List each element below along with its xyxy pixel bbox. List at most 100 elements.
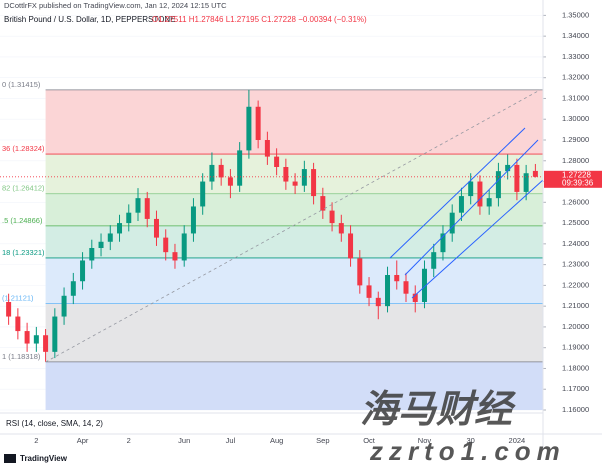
candle-body — [274, 156, 280, 167]
x-tick-label: Nov — [418, 436, 432, 445]
y-tick-label: 1.16000 — [562, 405, 589, 414]
y-tick-label: 1.34000 — [562, 31, 589, 40]
candle-body — [70, 281, 76, 296]
channel-line — [411, 179, 544, 299]
y-tick-label: 1.22000 — [562, 280, 589, 289]
candle-body — [311, 169, 317, 197]
x-tick-label: 2 — [34, 436, 38, 445]
y-tick-label: 1.23000 — [562, 260, 589, 269]
x-tick-label: Sep — [316, 436, 329, 445]
watermark-url: zzrto1.com — [369, 436, 566, 466]
candle-body — [181, 233, 187, 261]
y-tick-label: 1.28000 — [562, 156, 589, 165]
y-tick-label: 1.17000 — [562, 384, 589, 393]
symbol: British Pound / U.S. Dollar, 1D, PEPPERS… — [4, 15, 175, 24]
fib-band — [45, 193, 543, 226]
candle-body — [80, 260, 86, 282]
y-tick-label: 1.18000 — [562, 363, 589, 372]
candle-body — [163, 237, 169, 253]
fib-band — [45, 154, 543, 194]
candle-body — [283, 167, 289, 182]
candle-body — [357, 258, 363, 286]
publisher: DCottlrFX published on TradingView.com, … — [4, 1, 227, 10]
candle-body — [43, 335, 49, 352]
candle-body — [153, 218, 159, 238]
x-tick-label: 2 — [127, 436, 131, 445]
candle-body — [514, 164, 520, 192]
fib-label: 36 (1.28324) — [2, 144, 45, 153]
indicator-label: RSI (14, close, SMA, 14, 2) — [6, 419, 103, 428]
channel-line — [389, 127, 526, 259]
candle-body — [366, 285, 372, 298]
last-price: 1.27228 — [562, 170, 591, 179]
candle-body — [468, 181, 474, 197]
candle-body — [172, 252, 178, 261]
candle-body — [264, 140, 270, 157]
candle-body — [117, 223, 123, 234]
background — [0, 15, 543, 411]
fib-label: 82 (1.26412) — [2, 184, 45, 193]
candle-body — [532, 170, 538, 177]
y-tick-label: 1.35000 — [562, 10, 589, 19]
fib-label: 18 (1.23321) — [2, 248, 45, 257]
candle-body — [458, 196, 464, 213]
logo — [4, 454, 16, 463]
candle-body — [246, 106, 252, 151]
candle-body — [52, 316, 58, 352]
candle-body — [15, 316, 21, 332]
candle-body — [190, 206, 196, 234]
candle-body — [107, 233, 113, 242]
candle-body — [98, 241, 104, 248]
y-tick-label: 1.25000 — [562, 218, 589, 227]
x-tick-label: Jun — [178, 436, 190, 445]
candle-body — [348, 233, 354, 259]
candle-body — [523, 173, 529, 192]
candle-body — [200, 181, 206, 207]
candle-body — [403, 281, 409, 294]
last-price-box — [544, 170, 602, 188]
candle-body — [144, 198, 150, 219]
candle-body — [329, 210, 335, 224]
watermark-title: 海马财经 — [360, 389, 517, 431]
fib-band — [45, 361, 543, 410]
ohlc: O1.27511 H1.27846 L1.27195 C1.27228 −0.0… — [152, 15, 367, 24]
candle-body — [126, 212, 132, 224]
trend-line — [45, 89, 541, 363]
y-tick-label: 1.30000 — [562, 114, 589, 123]
candle-body — [135, 198, 141, 213]
channel-line — [404, 139, 539, 276]
brand: TradingView — [20, 454, 68, 463]
candle-body — [505, 164, 511, 172]
candle-body — [477, 181, 483, 207]
x-tick-label: Apr — [77, 436, 89, 445]
fib-band — [45, 303, 543, 362]
fib-label: 0 (1.31415) — [2, 80, 41, 89]
y-tick-label: 1.32000 — [562, 73, 589, 82]
candle-body — [6, 302, 12, 317]
candle-body — [338, 223, 344, 234]
y-tick-label: 1.19000 — [562, 343, 589, 352]
y-tick-label: 1.26000 — [562, 197, 589, 206]
fib-label: 1 (1.18318) — [2, 352, 41, 361]
candle-body — [209, 164, 215, 182]
countdown: 09:39:36 — [562, 178, 594, 187]
candle-body — [440, 233, 446, 253]
x-tick-label: Jul — [226, 436, 236, 445]
candle-body — [218, 164, 224, 178]
fib-band — [45, 89, 543, 155]
x-tick-label: 30 — [467, 436, 475, 445]
y-tick-label: 1.20000 — [562, 322, 589, 331]
y-tick-label: 1.31000 — [562, 93, 589, 102]
candle-body — [89, 248, 95, 261]
fib-label: (1.21121) — [2, 294, 34, 303]
fib-label: .5 (1.24866) — [2, 216, 43, 225]
candle-body — [385, 275, 391, 307]
candle-body — [375, 297, 381, 307]
candle-body — [495, 171, 501, 199]
x-tick-label: Oct — [363, 436, 376, 445]
x-tick-label: 2024 — [509, 436, 526, 445]
plot: 1.16000 1.17000 1.18000 1.19000 1.20000 1.210… — [0, 10, 602, 445]
x-tick-label: Aug — [270, 436, 283, 445]
candle-body — [394, 275, 400, 282]
